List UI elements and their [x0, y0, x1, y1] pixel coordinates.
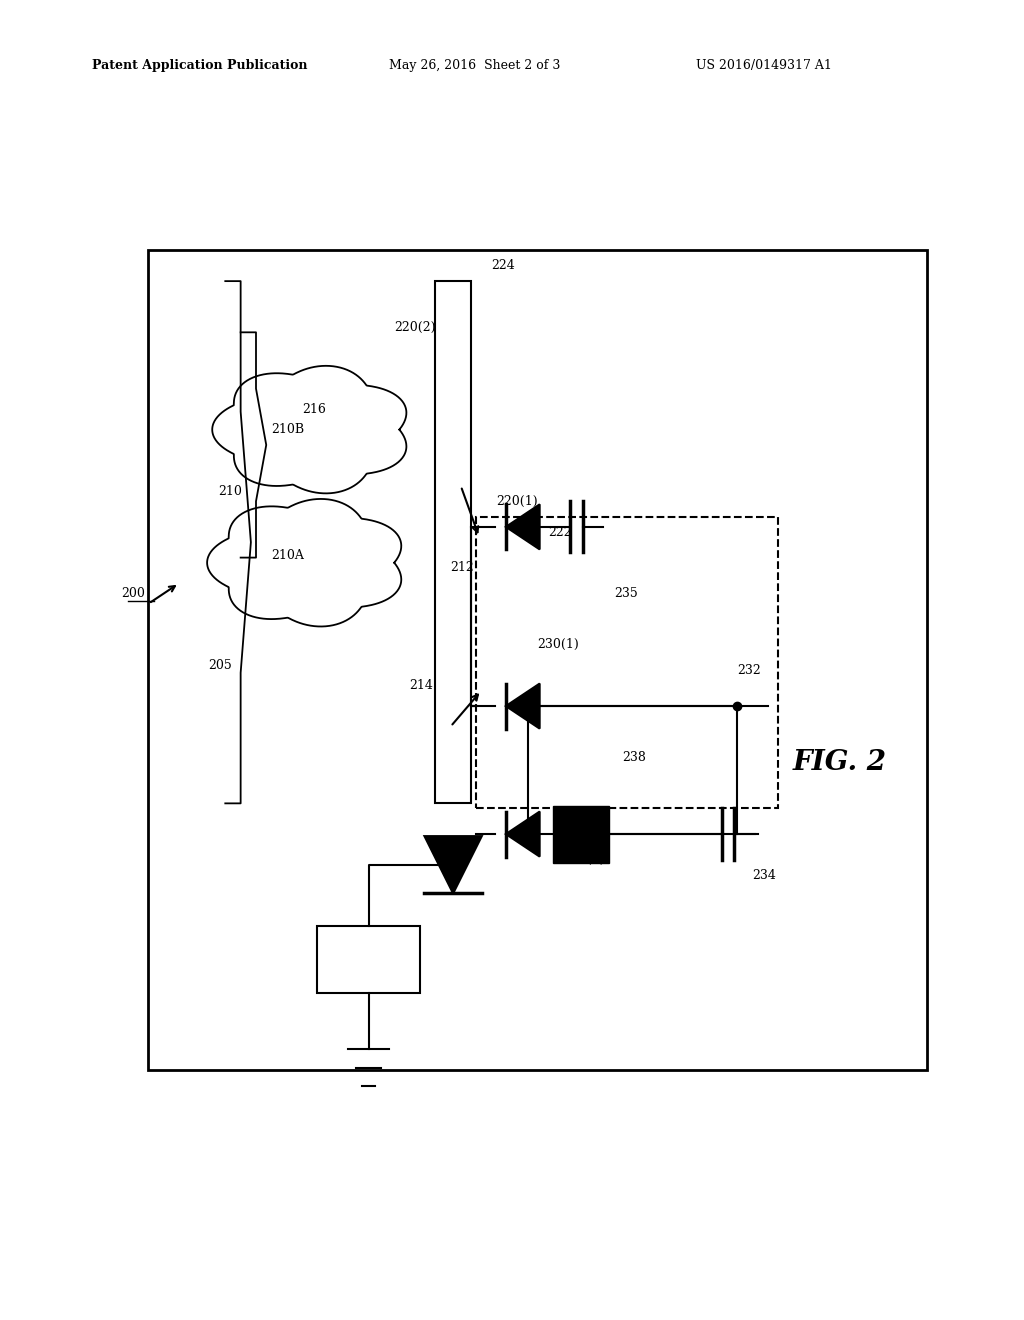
Text: 220(1): 220(1)	[497, 495, 539, 508]
Text: 200: 200	[121, 587, 145, 599]
Text: 230(1): 230(1)	[538, 638, 580, 651]
Text: 220(2): 220(2)	[394, 321, 436, 334]
Text: 216: 216	[302, 403, 326, 416]
Polygon shape	[506, 812, 540, 857]
Bar	[553, 807, 609, 863]
Bar	[317, 927, 420, 993]
Text: 212: 212	[451, 561, 474, 574]
Text: US 2016/0149317 A1: US 2016/0149317 A1	[696, 59, 833, 73]
Text: 214: 214	[410, 678, 433, 692]
Polygon shape	[506, 684, 540, 729]
Polygon shape	[506, 504, 540, 549]
Text: 210B: 210B	[271, 424, 304, 436]
Text: 230(2): 230(2)	[563, 853, 605, 866]
Text: May 26, 2016  Sheet 2 of 3: May 26, 2016 Sheet 2 of 3	[389, 59, 560, 73]
Text: 238: 238	[623, 751, 646, 764]
Bar	[148, 251, 927, 1069]
Text: 235: 235	[614, 587, 638, 599]
Text: 232: 232	[737, 664, 761, 677]
Text: 205: 205	[208, 659, 232, 672]
Text: 210A: 210A	[271, 549, 304, 562]
Bar	[435, 281, 471, 804]
Text: 210: 210	[218, 484, 243, 498]
Text: FIG. 2: FIG. 2	[793, 748, 887, 776]
Text: Patent Application Publication: Patent Application Publication	[92, 59, 307, 73]
Text: 222: 222	[548, 525, 571, 539]
Text: 224: 224	[492, 259, 515, 272]
Polygon shape	[424, 836, 482, 894]
Text: 234: 234	[753, 869, 776, 882]
Bar	[476, 516, 778, 808]
